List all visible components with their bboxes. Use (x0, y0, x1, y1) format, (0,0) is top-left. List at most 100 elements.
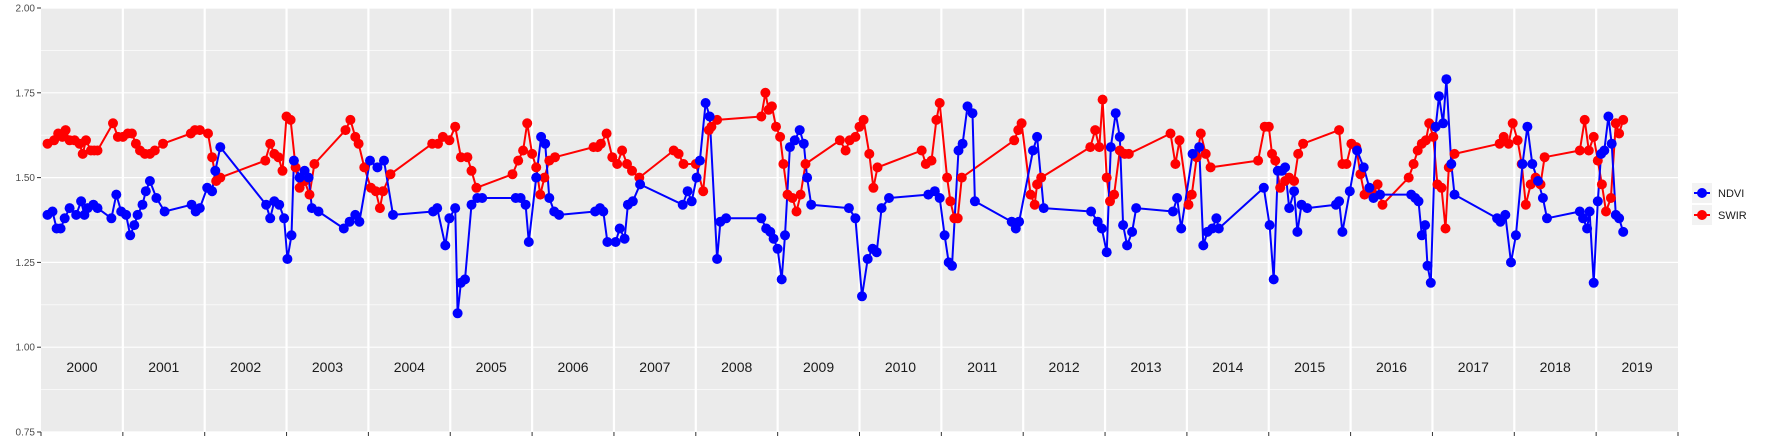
data-point-swir (787, 193, 798, 203)
data-point-swir (1293, 148, 1304, 159)
data-point-ndvi (939, 230, 950, 241)
data-point-swir (1029, 199, 1040, 210)
year-label: 2003 (312, 359, 343, 375)
data-point-ndvi (1584, 206, 1595, 217)
data-point-ndvi (477, 193, 488, 203)
data-point-swir (916, 145, 927, 156)
data-point-ndvi (125, 230, 136, 241)
data-point-ndvi (1352, 145, 1363, 156)
data-point-ndvi (1416, 230, 1427, 241)
data-point-ndvi (279, 213, 290, 224)
data-point-ndvi (686, 196, 697, 207)
data-point-swir (945, 196, 956, 207)
data-point-swir (612, 159, 623, 169)
data-point-swir (1601, 206, 1611, 217)
data-point-swir (1090, 125, 1101, 136)
data-point-swir (531, 162, 542, 173)
data-point-ndvi (1268, 274, 1279, 285)
data-point-ndvi (1114, 131, 1125, 142)
data-point-swir (1263, 121, 1274, 132)
data-point-ndvi (388, 209, 398, 220)
data-point-ndvi (1014, 216, 1025, 227)
data-point-swir (756, 111, 767, 122)
data-point-swir (1094, 142, 1105, 153)
data-point-swir (1195, 128, 1206, 139)
data-point-swir (926, 155, 937, 166)
data-point-swir (673, 148, 684, 159)
data-point-ndvi (768, 233, 779, 244)
y-tick-label: 0.75 (16, 428, 36, 439)
data-point-ndvi (1264, 220, 1275, 231)
data-point-ndvi (338, 223, 349, 234)
data-point-swir (771, 121, 781, 132)
data-point-swir (934, 98, 945, 108)
data-point-swir (527, 148, 538, 159)
data-point-swir (1253, 155, 1264, 166)
data-point-ndvi (1194, 142, 1205, 153)
data-point-swir (260, 155, 271, 166)
data-point-ndvi (372, 162, 383, 173)
data-point-swir (1507, 118, 1518, 129)
data-point-swir (698, 186, 709, 197)
data-point-swir (108, 118, 118, 129)
data-point-ndvi (1522, 121, 1533, 132)
data-point-ndvi (947, 260, 957, 271)
data-point-ndvi (286, 230, 297, 241)
data-point-swir (353, 138, 364, 149)
data-point-swir (471, 182, 482, 193)
data-point-ndvi (194, 203, 205, 214)
data-point-ndvi (265, 213, 276, 224)
data-point-ndvi (677, 199, 688, 210)
data-point-ndvi (843, 203, 854, 214)
data-point-swir (340, 125, 351, 136)
data-point-swir (158, 138, 168, 149)
data-point-ndvi (159, 206, 170, 217)
data-point-swir (1503, 138, 1514, 149)
data-point-ndvi (1122, 240, 1133, 251)
data-point-ndvi (106, 213, 117, 224)
data-point-ndvi (450, 203, 461, 214)
data-point-ndvi (523, 237, 534, 247)
data-point-swir (1270, 155, 1281, 166)
data-point-ndvi (1364, 182, 1375, 193)
legend: NDVI SWIR (1692, 183, 1747, 225)
data-point-swir (466, 165, 477, 176)
year-labels: 2000 2001 2002 2003 2004 2005 2006 2007 2008 2009… (66, 359, 1653, 375)
data-point-swir (1372, 179, 1383, 190)
data-point-ndvi (862, 254, 873, 264)
legend-label-swir: SWIR (1718, 210, 1747, 222)
data-point-ndvi (215, 142, 226, 153)
data-point-swir (1174, 135, 1185, 146)
legend-key-point-swir (1697, 210, 1707, 220)
data-point-ndvi (1131, 203, 1142, 214)
data-point-ndvi (207, 186, 218, 197)
data-point-ndvi (794, 125, 805, 136)
data-point-swir (800, 159, 811, 169)
data-point-swir (617, 145, 628, 156)
data-point-swir (359, 162, 370, 173)
data-point-ndvi (261, 199, 272, 210)
data-point-ndvi (1110, 108, 1121, 119)
year-label: 2006 (557, 359, 588, 375)
data-point-ndvi (1211, 213, 1222, 224)
data-point-swir (1428, 131, 1439, 142)
year-label: 2015 (1294, 359, 1325, 375)
y-tick-label: 1.75 (16, 88, 36, 99)
data-point-ndvi (1258, 182, 1269, 193)
data-point-ndvi (850, 213, 861, 224)
data-point-swir (149, 145, 160, 156)
data-point-swir (1596, 179, 1607, 190)
data-point-swir (1200, 148, 1211, 159)
data-point-swir (194, 125, 205, 136)
data-point-ndvi (531, 172, 542, 183)
data-point-ndvi (55, 223, 66, 234)
data-point-ndvi (691, 172, 702, 183)
data-point-swir (775, 131, 786, 142)
data-point-swir (92, 145, 103, 156)
data-point-swir (840, 145, 851, 156)
data-point-swir (1440, 223, 1451, 234)
data-point-swir (1614, 128, 1625, 139)
data-point-ndvi (1422, 260, 1433, 271)
data-point-ndvi (1578, 213, 1589, 224)
